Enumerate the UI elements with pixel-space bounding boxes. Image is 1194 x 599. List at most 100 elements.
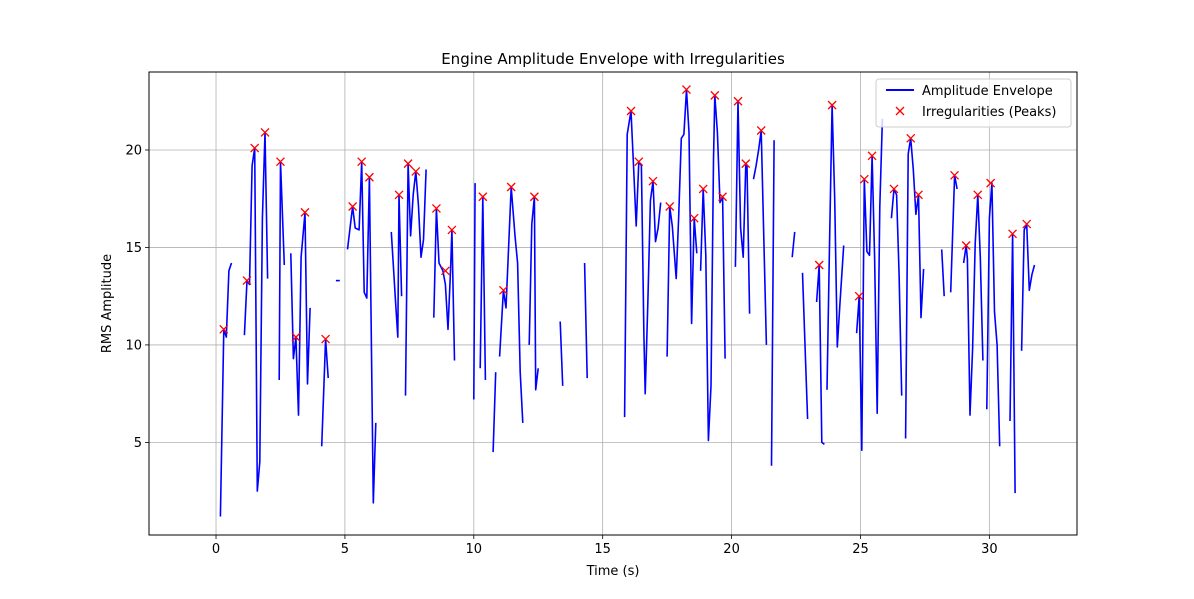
peak-marker-stroke — [859, 174, 869, 184]
x-tick-label: 25 — [852, 542, 869, 557]
legend: Amplitude Envelope Irregularities (Peaks… — [875, 78, 1072, 128]
peak-marker — [364, 172, 374, 182]
peak-marker — [698, 184, 708, 194]
peak-marker-stroke — [973, 190, 983, 200]
peak-marker — [906, 133, 916, 143]
peak-marker-stroke — [529, 192, 539, 202]
peak-marker — [529, 192, 539, 202]
peak-marker-stroke — [403, 159, 413, 169]
peak-marker-stroke — [498, 285, 508, 295]
peak-marker-stroke — [814, 260, 824, 270]
x-tick-label: 5 — [341, 542, 349, 557]
peak-marker — [756, 126, 766, 135]
peak-marker-stroke — [914, 190, 923, 200]
peak-marker-stroke — [756, 126, 766, 135]
peak-marker-stroke — [733, 96, 743, 106]
peak-marker-stroke — [961, 241, 971, 250]
envelope-segment — [498, 186, 524, 423]
peak-marker-stroke — [447, 225, 457, 235]
y-tick-label: 10 — [125, 338, 142, 353]
envelope-segment — [986, 182, 1001, 447]
peak-marker — [718, 192, 728, 202]
envelope-segment — [940, 249, 945, 297]
peak-marker — [300, 207, 310, 217]
peak-marker — [276, 157, 285, 167]
peak-marker — [1022, 219, 1032, 229]
envelope-segment — [752, 129, 768, 345]
peak-marker-stroke — [648, 176, 658, 186]
peak-marker — [665, 202, 675, 211]
peak-marker — [950, 170, 960, 180]
peak-marker — [394, 190, 404, 200]
peak-marker — [250, 143, 260, 153]
envelope-segment — [473, 183, 476, 400]
envelope-segment — [492, 372, 497, 453]
x-tick-label: 10 — [466, 542, 483, 557]
peak-marker-stroke — [689, 213, 699, 223]
peak-marker-stroke — [348, 202, 358, 211]
legend-label-peaks: Irregularities (Peaks) — [922, 105, 1056, 120]
peak-marker — [1008, 229, 1018, 239]
peak-marker — [403, 159, 413, 169]
peak-marker — [447, 225, 457, 235]
envelope-segment — [791, 231, 796, 258]
peak-marker — [914, 190, 923, 200]
peak-marker-stroke — [440, 266, 450, 276]
envelope-segment — [346, 160, 377, 504]
envelope-segment — [904, 137, 925, 439]
peak-marker — [648, 176, 658, 186]
peak-marker-stroke — [889, 184, 899, 194]
x-tick-label: 0 — [212, 542, 220, 557]
peak-marker — [854, 291, 864, 301]
envelope-segment — [390, 194, 403, 338]
envelope-segment — [433, 207, 456, 361]
peak-marker-stroke — [321, 334, 331, 344]
legend-label-envelope: Amplitude Envelope — [922, 84, 1053, 99]
peak-marker — [889, 184, 899, 194]
peak-marker — [260, 127, 270, 137]
envelope-segment — [890, 188, 903, 396]
peak-marker — [498, 285, 508, 295]
peak-marker — [348, 202, 358, 211]
peak-marker — [321, 334, 331, 344]
x-tick-label: 20 — [723, 542, 740, 557]
peak-marker — [682, 85, 691, 95]
peak-marker-stroke — [364, 172, 374, 182]
peak-marker-stroke — [718, 192, 728, 202]
peak-marker-stroke — [242, 276, 252, 286]
envelope-segment — [583, 262, 588, 379]
peak-marker — [411, 166, 421, 176]
peak-marker — [626, 106, 636, 116]
peak-marker-stroke — [698, 184, 708, 194]
envelope-segment — [290, 211, 311, 416]
envelope-segment — [699, 94, 726, 442]
peak-marker-stroke — [986, 178, 996, 188]
envelope-segment — [962, 194, 984, 416]
peak-marker-stroke — [394, 190, 404, 200]
peak-marker-stroke — [950, 170, 960, 180]
peak-marker-stroke — [1008, 229, 1018, 239]
chart-title: Engine Amplitude Envelope with Irregular… — [441, 50, 785, 68]
peak-marker-stroke — [291, 332, 301, 342]
peak-marker-stroke — [741, 159, 751, 169]
x-tick-label: 15 — [594, 542, 611, 557]
peak-marker — [827, 100, 837, 110]
peak-marker-stroke — [1022, 219, 1032, 229]
envelope-segment — [815, 264, 825, 445]
envelope-segment — [826, 104, 845, 390]
peak-marker — [867, 151, 877, 161]
peak-marker — [973, 190, 983, 200]
peak-marker — [859, 174, 869, 184]
peak-marker — [814, 260, 824, 270]
envelope-segment — [559, 321, 564, 386]
peak-marker — [357, 157, 367, 167]
peak-marker-stroke — [411, 166, 421, 176]
envelope-segment — [1020, 223, 1036, 351]
peak-marker-stroke — [634, 157, 644, 167]
peak-marker-stroke — [867, 151, 877, 161]
peak-marker-stroke — [219, 324, 229, 334]
peak-marker-stroke — [357, 157, 367, 167]
axis-ticks: 0 5 10 15 20 25 30 5 10 15 20 — [125, 143, 997, 557]
peak-marker-stroke — [827, 100, 837, 110]
